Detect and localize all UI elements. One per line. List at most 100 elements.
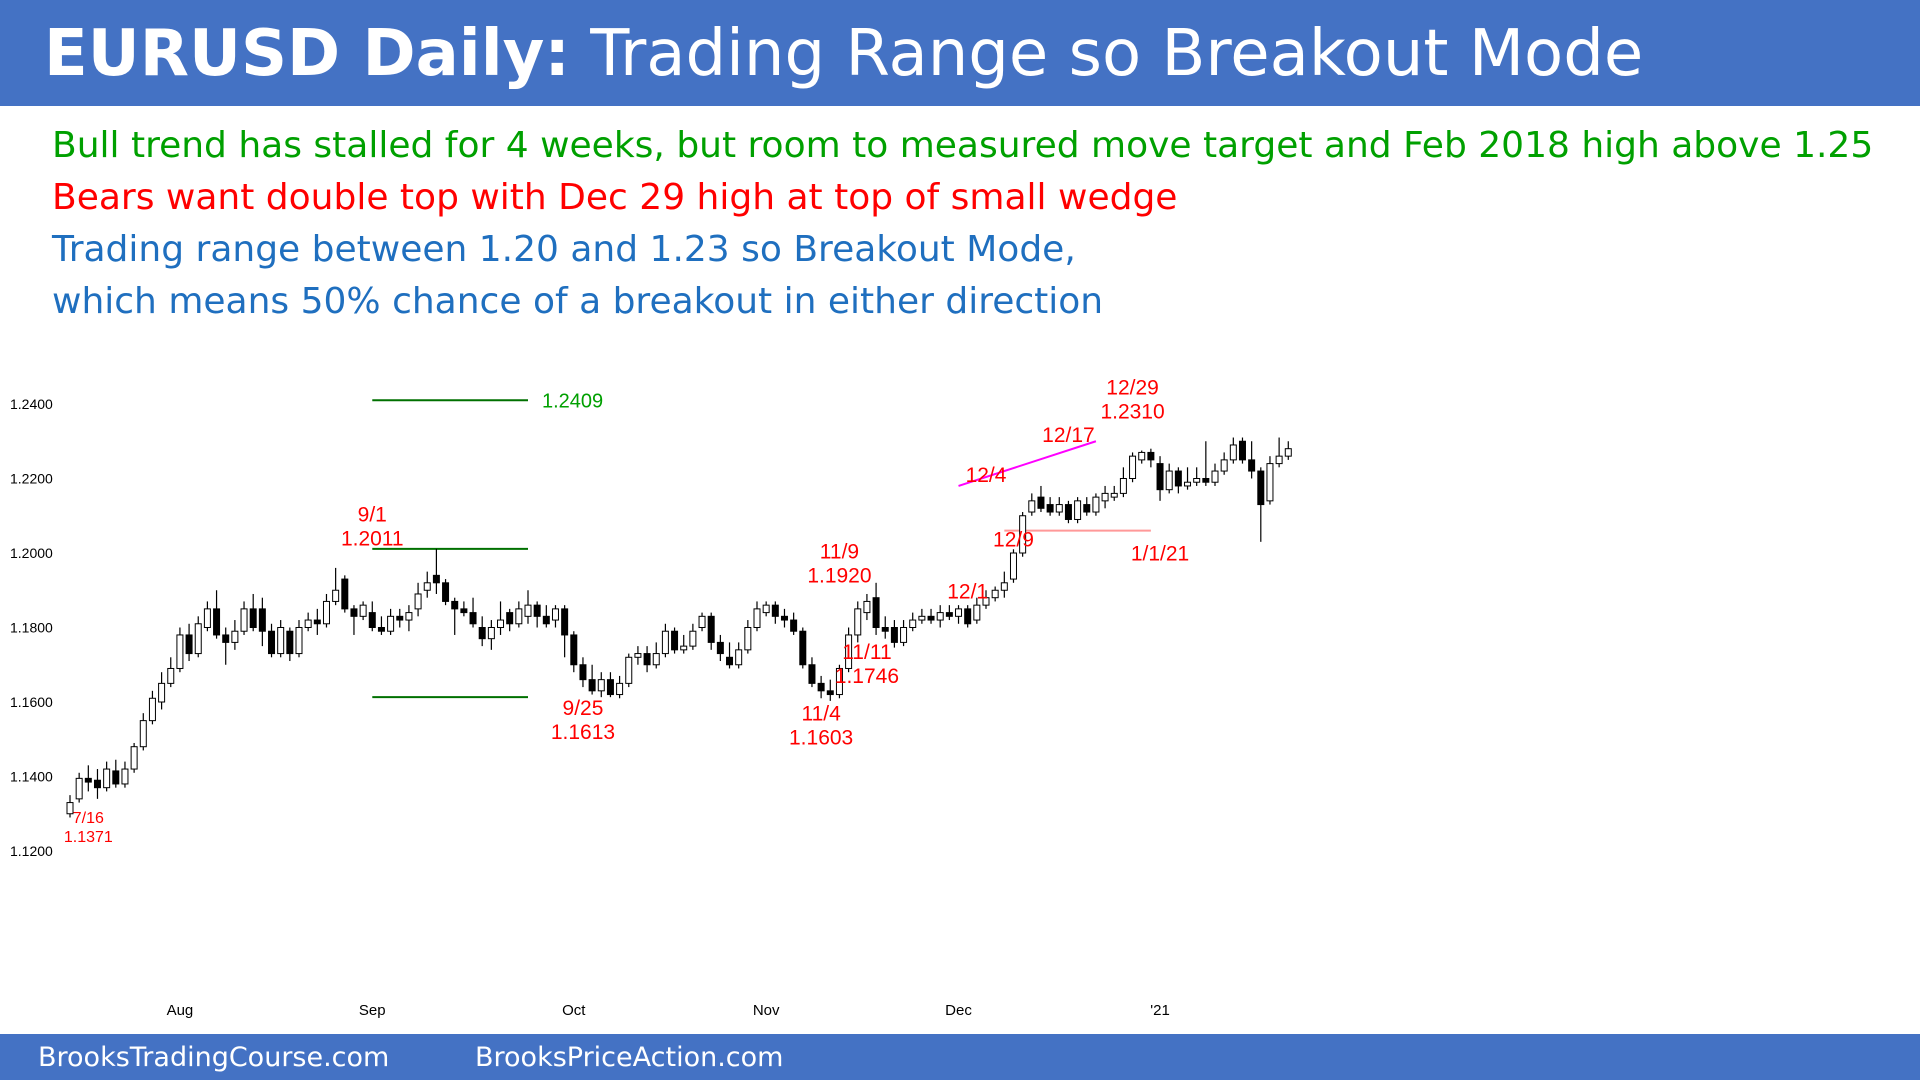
x-tick-label: Dec (945, 1002, 972, 1019)
bear-candle (1083, 504, 1091, 513)
bull-candle (405, 612, 413, 621)
annotation-nov4: 11/4 (801, 703, 841, 726)
bull-candle (304, 619, 312, 628)
wedge-line-line (958, 440, 1097, 487)
bear-candle (258, 608, 266, 632)
bull-candle (735, 649, 743, 666)
bear-candle (1238, 440, 1246, 461)
bull-candle (524, 604, 532, 617)
bull-candle (277, 627, 285, 655)
bull-candle (918, 615, 926, 621)
bear-candle (826, 690, 834, 696)
bear-candle (84, 777, 92, 783)
bear-candle (268, 630, 276, 655)
bull-candle (661, 630, 669, 655)
subtitle-bull: Bull trend has stalled for 4 weeks, but … (52, 125, 1874, 166)
bull-candle (1266, 463, 1274, 502)
bear-candle (460, 608, 468, 614)
bull-candle (1138, 451, 1146, 461)
bull-candle (991, 589, 999, 599)
bull-candle (835, 667, 843, 696)
bear-candle (1202, 478, 1210, 483)
bull-candle (103, 768, 111, 789)
bull-candle (753, 608, 761, 628)
bull-candle (909, 619, 917, 628)
bull-candle (845, 634, 853, 669)
bear-candle (1174, 470, 1182, 487)
bear-candle (1037, 496, 1045, 509)
footer-bar: BrooksTradingCourse.com BrooksPriceActio… (0, 1034, 1920, 1080)
bull-candle (515, 608, 523, 625)
bear-candle (872, 597, 880, 629)
bull-candle (1193, 478, 1201, 483)
annotation-nov9: 1.1920 (807, 565, 871, 588)
annotation-sep25: 9/25 (563, 697, 604, 720)
bull-candle (75, 777, 83, 800)
bear-candle (780, 615, 788, 621)
x-tick-label: Aug (167, 1002, 194, 1019)
bull-candle (176, 634, 184, 669)
bull-candle (1019, 515, 1027, 554)
bull-candle (1184, 481, 1192, 487)
y-tick-label: 1.1600 (10, 694, 53, 710)
bull-candle (158, 682, 166, 703)
bull-candle (148, 697, 156, 722)
bull-candle (1055, 504, 1063, 513)
bull-candle (900, 627, 908, 643)
annotation-sep25: 1.1613 (551, 721, 615, 744)
bull-candle (359, 604, 367, 617)
bear-candle (249, 608, 257, 628)
annotation-nov11: 11/11 (842, 641, 891, 664)
bull-candle (322, 600, 330, 625)
annotation-dec29: 12/29 (1106, 377, 1159, 400)
bull-candle (854, 608, 862, 636)
title-bold: EURUSD Daily: (44, 17, 570, 91)
footer-left-link[interactable]: BrooksTradingCourse.com (38, 1042, 390, 1073)
bear-candle (1046, 504, 1054, 513)
subtitle-range: Trading range between 1.20 and 1.23 so B… (52, 229, 1076, 270)
bear-candle (707, 615, 715, 643)
bear-candle (881, 627, 889, 632)
bull-candle (240, 608, 248, 632)
bull-candle (497, 619, 505, 628)
bull-candle (680, 645, 688, 651)
bull-candle (1074, 500, 1082, 520)
bull-candle (936, 612, 944, 621)
annotation-dec4: 12/4 (966, 464, 1007, 487)
bear-candle (945, 612, 953, 617)
bull-candle (982, 597, 990, 606)
annotation-nov11: 1.1746 (835, 665, 899, 688)
y-tick-label: 1.2200 (10, 471, 53, 487)
x-tick-label: Sep (359, 1002, 386, 1019)
bull-candle (1211, 470, 1219, 483)
bull-candle (1220, 459, 1228, 472)
annotation-dec29: 1.2310 (1100, 401, 1164, 424)
bull-candle (551, 608, 559, 621)
bull-candle (973, 604, 981, 621)
bull-candle (487, 627, 495, 640)
bull-candle (295, 627, 303, 655)
bull-candle (762, 604, 770, 614)
bull-candle (744, 627, 752, 651)
bull-candle (698, 615, 706, 629)
bear-candle (570, 634, 578, 666)
bear-candle (606, 679, 614, 696)
bull-candle (1092, 496, 1100, 513)
bull-candle (1028, 500, 1036, 513)
bull-candle (1119, 478, 1127, 494)
y-tick-label: 1.2000 (10, 545, 53, 561)
annotation-jul16: 1.1371 (64, 829, 113, 846)
bear-candle (451, 600, 459, 610)
footer-right-link[interactable]: BrooksPriceAction.com (475, 1042, 784, 1073)
bear-candle (432, 574, 440, 584)
bear-candle (671, 630, 679, 651)
bear-candle (542, 615, 550, 625)
bull-candle (423, 582, 431, 591)
bear-candle (469, 612, 477, 625)
bear-candle (799, 630, 807, 666)
bear-candle (726, 656, 734, 666)
bear-candle (222, 634, 230, 643)
bull-candle (139, 720, 147, 748)
annotation-jul16: 7/16 (73, 810, 104, 827)
annotation-sep1: 1.2011 (341, 527, 404, 550)
